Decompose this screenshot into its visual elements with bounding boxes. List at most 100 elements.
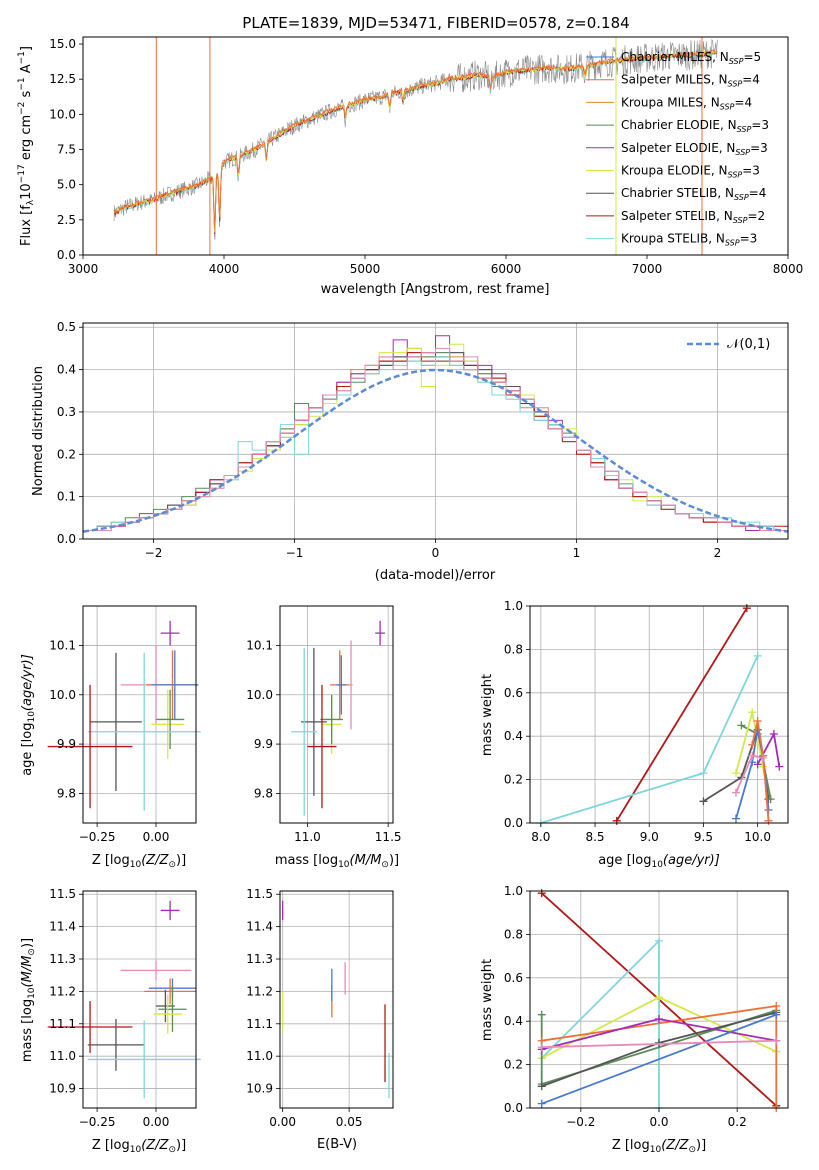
age-vs-z-grid [83, 606, 196, 823]
y-tick-label: 11.2 [49, 984, 76, 998]
mass-weight-marker [655, 1015, 663, 1024]
y-tick-label: 11.5 [49, 887, 76, 901]
x-tick-label: 9.0 [640, 830, 659, 844]
weight-vs-z-panel: −0.2 0.0 0.2 0.0 0.2 0.4 0.6 0.8 1.0 Z [log10(Z/… [480, 884, 789, 1155]
spectrum-lines [113, 37, 718, 255]
mass-vs-z-grid [83, 891, 196, 1108]
x-tick-label: 9.5 [694, 830, 713, 844]
y-tick-label: 0.0 [504, 816, 523, 830]
mass-weight-marker [748, 708, 757, 717]
mass-weight-marker [759, 753, 768, 762]
y-tick-label: 10.1 [246, 638, 273, 652]
y-tick-label: 0.6 [504, 971, 523, 985]
age-vs-z-xlabel: Z [log10(Z/Z⊙)] [92, 853, 186, 870]
residuals-xlabel: (data-model)/error [375, 568, 496, 583]
weight-vs-z-ticks: −0.2 0.0 0.2 0.0 0.2 0.4 0.6 0.8 1.0 [504, 884, 747, 1129]
y-tick-label: 11.1 [49, 1017, 76, 1031]
observed-spectrum [113, 38, 718, 240]
y-tick-label: 11.1 [246, 1017, 273, 1031]
mass-vs-z-ticks: −0.25 0.00 10.9 11.0 11.1 11.2 11.3 11.4 11.5 [49, 887, 169, 1129]
legend-entry: Kroupa ELODIE, NSSP=3 [621, 164, 760, 180]
x-tick-label: 1 [573, 546, 581, 560]
mass-weight-marker [772, 1002, 781, 1011]
y-tick-label: 11.0 [246, 1049, 273, 1063]
spectrum-legend: Chabrier MILES, NSSP=5 Salpeter MILES, NS… [586, 50, 769, 248]
legend-entry: Chabrier ELODIE, NSSP=3 [621, 118, 769, 134]
weight-vs-age-ylabel: mass weight [480, 674, 495, 756]
y-tick-label: 10.1 [49, 638, 76, 652]
mass-weight-marker [753, 717, 762, 726]
mass-weight-marker [731, 814, 740, 823]
x-tick-label: 4000 [209, 262, 240, 276]
mass-weight-line [541, 1039, 777, 1049]
x-tick-label: −0.25 [79, 1115, 116, 1129]
age-vs-mass-panel: 11.0 11.5 9.8 9.9 10.0 10.1 mass [log10(M/M⊙)… [246, 605, 402, 870]
x-tick-label: −2 [145, 546, 163, 560]
weight-vs-z-ylabel: mass weight [480, 959, 495, 1041]
mass-weight-marker [775, 762, 784, 771]
x-tick-label: 10.0 [744, 830, 771, 844]
x-tick-label: 8.5 [585, 830, 604, 844]
y-tick-label: 9.8 [57, 786, 76, 800]
y-tick-label: 0.3 [57, 405, 76, 419]
age-vs-z-ticks: −0.25 0.00 9.8 9.9 10.0 10.1 [49, 638, 169, 844]
mass-weight-marker [537, 1099, 546, 1108]
legend-entry: Salpeter STELIB, NSSP=2 [621, 209, 765, 225]
x-tick-label: 2 [714, 546, 722, 560]
y-tick-label: 10.0 [49, 688, 76, 702]
x-tick-label: 11.0 [294, 830, 321, 844]
mass-weight-marker [772, 1036, 781, 1045]
y-tick-label: 9.9 [254, 737, 273, 751]
mass-vs-z-panel: −0.25 0.00 10.9 11.0 11.1 11.2 11.3 11.4 11.5 Z … [20, 887, 201, 1155]
y-tick-label: 9.9 [57, 737, 76, 751]
y-tick-label: 0.6 [504, 686, 523, 700]
spectrum-ylabel: Flux [fλ10−17 erg cm−2 s−1 A−1] [17, 46, 36, 246]
y-tick-label: 15.0 [49, 37, 76, 51]
x-tick-label: 7000 [632, 262, 663, 276]
age-vs-z-errorbars [47, 620, 201, 811]
legend-entry: Chabrier MILES, NSSP=5 [621, 50, 761, 66]
age-vs-mass-xlabel: mass [log10(M/M⊙)] [275, 853, 399, 870]
y-tick-label: 11.2 [246, 984, 273, 998]
y-tick-label: 0.5 [57, 320, 76, 334]
mass-vs-z-ylabel: mass [log10(M/M⊙)] [20, 938, 37, 1062]
normal-legend-label: 𝒩(0,1) [727, 337, 770, 352]
mass-weight-marker [537, 1010, 546, 1019]
y-tick-label: 1.0 [504, 884, 523, 898]
y-tick-label: 11.4 [49, 920, 76, 934]
mass-weight-marker [537, 1043, 546, 1052]
y-tick-label: 2.5 [57, 213, 76, 227]
x-tick-label: 8000 [773, 262, 804, 276]
legend-entry: Chabrier STELIB, NSSP=4 [621, 186, 766, 202]
y-tick-label: 10.9 [246, 1082, 273, 1096]
y-tick-label: 11.0 [49, 1049, 76, 1063]
mass-weight-marker [699, 769, 708, 778]
weight-vs-age-axes-frame [529, 605, 789, 824]
y-tick-label: 0.4 [504, 729, 523, 743]
mass-vs-ebv-panel: 0.00 0.05 10.9 11.0 11.1 11.2 11.3 11.4 11.5 E(B… [246, 887, 394, 1152]
mass-weight-marker [753, 760, 762, 769]
y-tick-label: 0.2 [57, 447, 76, 461]
mass-vs-z-axes-frame [82, 890, 197, 1109]
y-tick-label: 11.5 [246, 887, 273, 901]
y-tick-label: 0.4 [504, 1014, 523, 1028]
age-vs-mass-grid [280, 606, 393, 823]
mass-vs-ebv-errorbars [282, 900, 390, 1099]
y-tick-label: 0.0 [57, 532, 76, 546]
y-tick-label: 0.4 [57, 363, 76, 377]
residuals-histograms [82, 335, 789, 539]
mass-vs-ebv-ticks: 0.00 0.05 10.9 11.0 11.1 11.2 11.3 11.4 11.5 [246, 887, 362, 1129]
age-vs-z-panel: −0.25 0.009.89.910.010.1 Z [log10(Z/Z⊙)] … [20, 605, 201, 870]
mass-weight-marker [655, 993, 663, 1002]
legend-entry: Salpeter ELODIE, NSSP=3 [621, 141, 768, 157]
y-tick-label: 11.3 [49, 952, 76, 966]
y-tick-label: 0.8 [504, 642, 523, 656]
age-vs-z-axes-frame [82, 605, 197, 824]
legend-entry: Kroupa STELIB, NSSP=3 [621, 232, 757, 248]
age-vs-mass-ticks: 11.0 11.5 9.8 9.9 10.0 10.1 [246, 638, 401, 844]
y-tick-label: 9.8 [254, 786, 273, 800]
x-tick-label: 11.5 [375, 830, 402, 844]
y-tick-label: 0.0 [504, 1101, 523, 1115]
weight-vs-age-lines [536, 604, 784, 827]
